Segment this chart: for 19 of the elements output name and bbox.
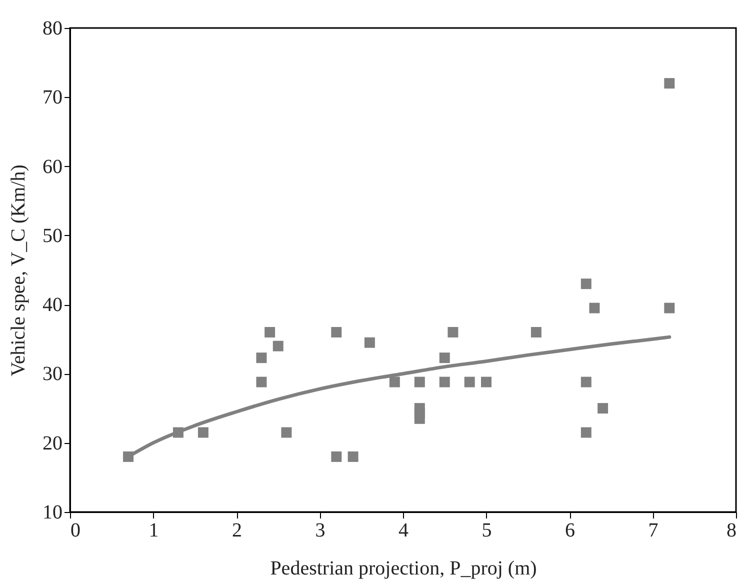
- y-tick-label: 10: [42, 502, 62, 524]
- x-tick-label: 3: [315, 520, 326, 542]
- y-tick-label: 70: [42, 86, 62, 109]
- y-axis-title: Vehicle spee, V_C (Km/h): [8, 164, 30, 376]
- y-tick-label: 30: [42, 363, 62, 386]
- x-tick-label: 6: [565, 520, 575, 542]
- y-tick-label: 80: [42, 18, 62, 40]
- y-tick-label: 60: [42, 156, 62, 178]
- y-tick-label: 50: [42, 224, 62, 247]
- x-tick-label: 8: [726, 520, 736, 542]
- y-tick-label: 20: [42, 432, 62, 454]
- x-tick-label: 5: [482, 520, 492, 542]
- x-tick-label: 7: [648, 520, 658, 542]
- x-tick-label: 1: [148, 520, 159, 542]
- y-tick-label: 40: [42, 294, 62, 316]
- x-tick-label: 4: [398, 520, 408, 542]
- x-tick-label: 0: [70, 520, 80, 542]
- x-axis-title: Pedestrian projection, P_proj (m): [270, 558, 537, 580]
- x-tick-label: 2: [232, 520, 242, 542]
